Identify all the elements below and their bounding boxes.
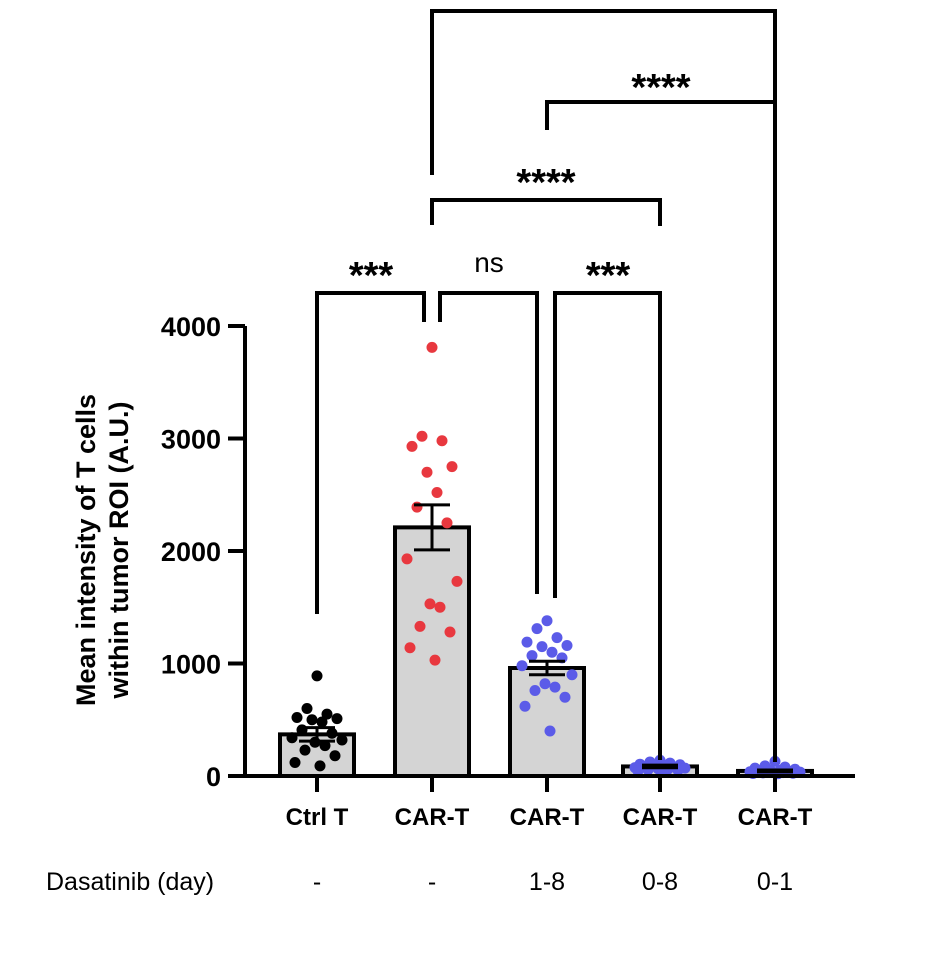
- data-point: [529, 685, 541, 696]
- y-axis-label-line-1: Mean intensity of T cells: [71, 394, 101, 706]
- data-point: [526, 650, 538, 662]
- treatment-value: 1-8: [529, 868, 565, 896]
- significance-label: ****: [516, 162, 575, 204]
- treatment-label: Dasatinib (day): [46, 868, 214, 896]
- data-point: [326, 727, 338, 739]
- treatment-value: 0-8: [642, 868, 678, 896]
- significance-label: ***: [349, 255, 394, 297]
- data-point: [404, 642, 416, 654]
- data-point: [429, 654, 441, 666]
- data-point: [546, 646, 558, 658]
- data-point: [289, 757, 301, 768]
- data-point: [516, 660, 528, 672]
- x-category-label: CAR-T: [510, 804, 585, 831]
- data-point: [559, 691, 571, 703]
- x-category-label: CAR-T: [395, 804, 470, 831]
- data-point: [291, 712, 303, 723]
- data-point: [436, 435, 448, 447]
- data-point: [446, 461, 458, 473]
- significance-bracket: [315, 291, 426, 614]
- significance-label: ***: [586, 255, 631, 297]
- significance-bracket: [553, 291, 662, 760]
- x-category-label: CAR-T: [623, 804, 698, 831]
- data-point: [426, 341, 438, 353]
- y-tick-label: 3000: [161, 425, 221, 455]
- y-axis-label-line-2: within tumor ROI (A.U.): [104, 402, 134, 700]
- data-point: [296, 724, 308, 736]
- data-point: [321, 708, 333, 720]
- error-bars-layer: [299, 503, 793, 774]
- x-category-labels: Ctrl T CAR-T CAR-T CAR-T CAR-T: [286, 776, 813, 831]
- data-point: [299, 744, 311, 756]
- data-point: [311, 670, 323, 682]
- bars-layer: [278, 525, 814, 778]
- data-point: [551, 632, 563, 644]
- data-point: [561, 640, 573, 651]
- data-point: [314, 760, 326, 772]
- x-category-label: Ctrl T: [286, 804, 349, 831]
- data-point: [566, 669, 578, 681]
- data-point: [421, 466, 433, 478]
- significance-brackets: *** ns ***********: [315, 9, 777, 762]
- data-point: [544, 725, 556, 737]
- significance-bracket: [430, 198, 662, 226]
- treatment-value: 0-1: [757, 868, 793, 896]
- data-point: [301, 703, 313, 714]
- data-point: [416, 430, 428, 442]
- data-point: [434, 601, 446, 613]
- significance-bracket: [430, 9, 777, 175]
- data-point: [444, 626, 456, 638]
- data-point: [319, 740, 331, 752]
- data-point: [411, 501, 423, 513]
- data-point: [401, 553, 413, 565]
- data-point: [331, 713, 343, 725]
- y-tick-label: 4000: [161, 312, 221, 342]
- data-point: [531, 623, 543, 635]
- significance-label: ns: [474, 247, 504, 278]
- data-point: [549, 681, 561, 693]
- data-point: [441, 517, 453, 529]
- y-tick-label: 1000: [161, 650, 221, 680]
- data-point: [316, 716, 328, 728]
- x-category-label: CAR-T: [738, 804, 813, 831]
- significance-bracket: [438, 291, 539, 594]
- data-point: [406, 440, 418, 452]
- data-point: [286, 732, 298, 744]
- data-point: [329, 750, 341, 762]
- data-point: [539, 678, 551, 690]
- data-point: [336, 734, 348, 746]
- y-axis-label: Mean intensity of T cells within tumor R…: [71, 394, 134, 706]
- y-tick-label: 2000: [161, 537, 221, 567]
- data-point: [431, 487, 443, 498]
- data-point: [521, 636, 533, 648]
- data-point: [306, 714, 318, 726]
- data-point: [536, 641, 548, 653]
- data-point: [424, 598, 436, 610]
- y-ticks: 0 1000 2000 3000 4000: [161, 312, 245, 792]
- data-point: [541, 615, 553, 627]
- treatment-row: Dasatinib (day) - - 1-8 0-8 0-1: [46, 868, 793, 896]
- data-point: [451, 575, 463, 587]
- data-point: [519, 700, 531, 712]
- significance-label: ****: [631, 67, 690, 109]
- bar: [393, 525, 471, 778]
- data-point: [632, 765, 644, 777]
- data-point: [414, 620, 426, 632]
- y-tick-label: 0: [206, 762, 221, 792]
- treatment-value: -: [313, 868, 321, 896]
- treatment-value: -: [428, 868, 436, 896]
